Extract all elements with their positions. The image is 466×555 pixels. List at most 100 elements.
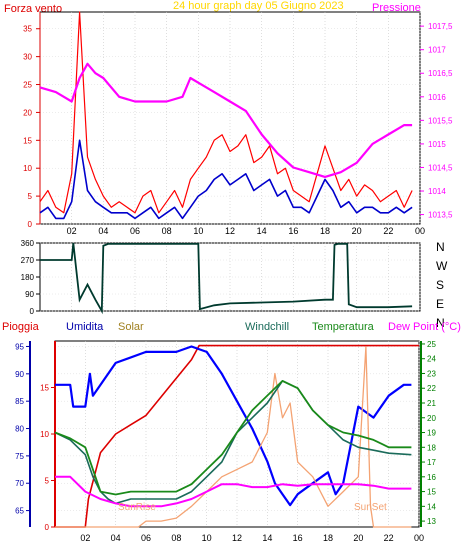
compass-label: N [436,240,445,254]
y-right-tick-label: 15 [427,488,436,497]
series-line-0 [39,11,413,214]
y-right-tick-label: 1013,5 [428,211,453,220]
temperature-axis: 13 14 15 16 17 18 19 20 21 22 23 24 25 [420,340,436,527]
wind-axis: 0 5 10 15 20 25 30 35 [23,12,41,229]
pressure-axis-title: Pressione [372,2,421,14]
y-right-tick-label: 1015,5 [428,116,453,125]
y-tick-label: 20 [23,108,32,117]
y-right-tick-label: 1015 [428,140,446,149]
series-line-2 [39,62,413,178]
y-right-tick-label: 18 [427,443,436,452]
sunset-label: SunSet [354,502,387,513]
y-tick-label: 85 [15,397,24,406]
x-tick-label: 18 [323,533,333,543]
y-right-tick-label: 14 [427,502,436,511]
y-tick-label: 80 [15,425,24,434]
x-tick-label: 04 [111,533,121,543]
x-tick-label: 18 [320,226,330,236]
rain-tick-label: 10 [40,430,49,439]
y-tick-label: 30 [23,53,32,62]
chart-title: 24 hour graph day 05 Giugno 2023 [173,0,344,12]
x-tick-label: 04 [98,226,108,236]
y-tick-label: 0 [28,220,33,229]
x-tick-label: 00 [415,226,425,236]
time-axis-top: 02 04 06 08 10 12 14 16 18 20 22 00 [67,226,425,236]
x-tick-label: 20 [352,226,362,236]
y-right-tick-label: 25 [427,340,436,349]
y-tick-label: 70 [15,479,24,488]
direction-line [40,242,413,315]
y-tick-label: 90 [25,290,34,299]
sunrise-label: SunRise [118,502,156,513]
y-tick-label: 360 [21,239,35,248]
x-tick-label: 20 [353,533,363,543]
x-tick-label: 14 [257,226,267,236]
y-tick-label: 75 [15,452,24,461]
legend-windchill: Windchill [245,321,289,333]
y-right-tick-label: 19 [427,429,436,438]
series-line-1 [55,345,412,507]
x-tick-label: 16 [293,533,303,543]
y-right-tick-label: 23 [427,369,436,378]
y-tick-label: 180 [21,273,35,282]
y-tick-label: 90 [15,370,24,379]
x-tick-label: 02 [67,226,77,236]
y-right-tick-label: 24 [427,355,436,364]
y-tick-label: 65 [15,507,24,516]
series-line-4 [54,379,412,496]
y-right-tick-label: 1014 [428,187,446,196]
compass-label: E [436,297,444,311]
rain-tick-label: 5 [45,477,50,486]
x-tick-label: 12 [232,533,242,543]
y-right-tick-label: 21 [427,399,436,408]
y-tick-label: 10 [23,164,32,173]
y-tick-label: 25 [23,81,32,90]
compass-label: N [436,316,445,330]
y-right-tick-label: 1014,5 [428,163,453,172]
y-right-tick-label: 13 [427,517,436,526]
x-tick-label: 00 [414,533,424,543]
weather-series [54,344,419,528]
y-right-tick-label: 1017 [428,46,446,55]
humidity-axis: 65 70 75 80 85 90 95 [15,341,31,527]
compass-label: S [436,278,444,292]
y-tick-label: 15 [23,136,32,145]
legend-rain: Pioggia [2,321,40,333]
x-tick-label: 10 [193,226,203,236]
rain-tick-label: 15 [40,384,49,393]
y-tick-label: 35 [23,25,32,34]
x-tick-label: 16 [288,226,298,236]
time-axis-bottom: 02 04 06 08 10 12 14 16 18 20 22 00 [80,533,424,543]
y-right-tick-label: 1016 [428,93,446,102]
x-tick-label: 12 [225,226,235,236]
rain-axis: 0 5 10 15 [40,341,56,532]
x-tick-label: 06 [130,226,140,236]
series-line-5 [55,475,412,508]
series-line-0 [55,344,419,528]
y-tick-label: 95 [15,342,24,351]
y-right-tick-label: 17 [427,458,436,467]
series-line-1 [39,139,413,220]
x-tick-label: 08 [162,226,172,236]
x-tick-label: 02 [80,533,90,543]
series-line-3 [54,380,412,505]
series-line-2 [55,346,412,528]
y-right-tick-label: 1017,5 [428,22,453,31]
compass-label: W [436,259,448,273]
y-right-tick-label: 1016,5 [428,69,453,78]
y-right-tick-label: 20 [427,414,436,423]
wind-pressure-series [39,11,413,220]
legend-dew-point: Dew Point (°C) [388,321,461,333]
direction-axis: 0 90 180 270 360 [21,239,40,316]
y-tick-label: 270 [21,256,35,265]
rain-tick-label: 0 [45,523,50,532]
legend-solar: Solar [118,321,144,333]
x-tick-label: 06 [141,533,151,543]
direction-series [40,242,413,315]
x-tick-label: 08 [171,533,181,543]
legend-humidity: Umidita [66,321,104,333]
x-tick-label: 14 [262,533,272,543]
pressure-axis: 1013,5 1014 1014,5 1015 1015,5 1016 1016,5 1017… [420,22,453,220]
